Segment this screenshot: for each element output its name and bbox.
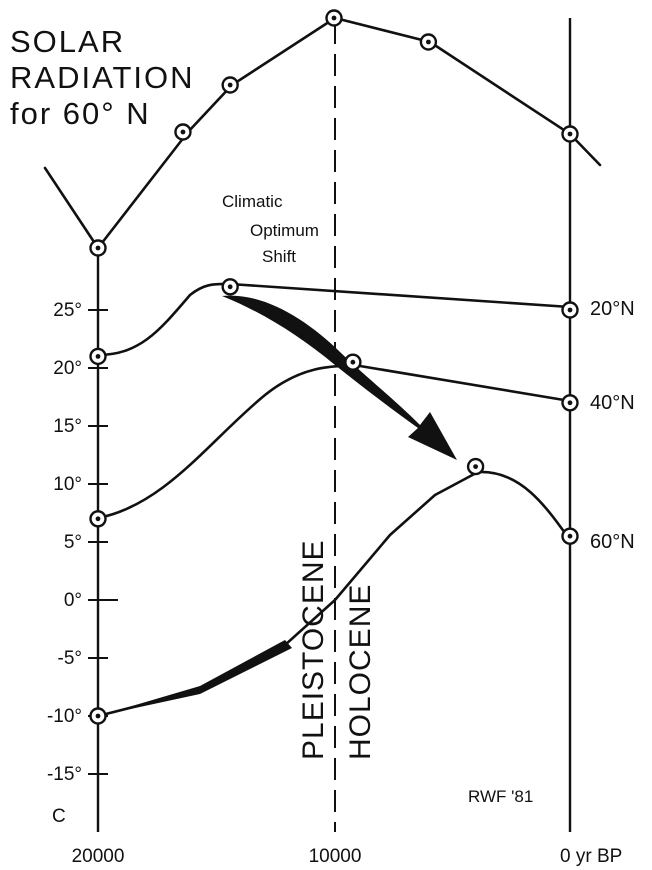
solar-point bbox=[561, 125, 579, 143]
series-point-1 bbox=[344, 353, 362, 371]
series-point-0 bbox=[221, 278, 239, 296]
y-tick-label: -15° bbox=[47, 764, 82, 785]
x-tick-label: 10000 bbox=[309, 846, 362, 867]
series-point-2 bbox=[89, 707, 107, 725]
y-tick-label: 15° bbox=[53, 416, 82, 437]
series-line-60n-thick bbox=[98, 640, 292, 716]
series-label-60n: 60°N bbox=[590, 531, 635, 553]
shift-label-1: Climatic bbox=[222, 192, 283, 211]
series-point-2 bbox=[466, 457, 485, 476]
y-unit-label: C bbox=[52, 806, 66, 827]
y-tick-label: 25° bbox=[53, 300, 82, 321]
series-line-20n bbox=[96, 282, 572, 357]
series-point-0 bbox=[561, 301, 579, 319]
chart-title-line-2: RADIATION bbox=[10, 60, 195, 95]
series-point-1 bbox=[89, 510, 107, 528]
series-point-0 bbox=[89, 347, 107, 366]
credit-label: RWF '81 bbox=[468, 787, 533, 806]
solar-point bbox=[89, 239, 107, 257]
series-point-2 bbox=[561, 527, 579, 545]
series-label-20n: 20°N bbox=[590, 298, 635, 320]
x-ticks: 20000 10000 0 yr BP bbox=[72, 846, 623, 867]
shift-label-3: Shift bbox=[262, 247, 296, 266]
solar-point bbox=[325, 9, 343, 27]
x-tick-label: 0 yr BP bbox=[560, 846, 622, 867]
holocene-label: HOLOCENE bbox=[344, 584, 377, 760]
y-tick-label: 20° bbox=[53, 358, 82, 379]
markers bbox=[89, 9, 579, 725]
shift-label-2: Optimum bbox=[250, 221, 319, 240]
chart-title-line-1: SOLAR bbox=[10, 24, 125, 59]
y-tick-label: -10° bbox=[47, 706, 82, 727]
x-tick-label: 20000 bbox=[72, 846, 125, 867]
series-label-40n: 40°N bbox=[590, 392, 635, 414]
solar-point bbox=[221, 76, 239, 94]
solar-radiation-line bbox=[43, 16, 602, 250]
y-tick-label: -5° bbox=[58, 648, 83, 669]
shift-arrow bbox=[222, 295, 457, 460]
y-tick-label: 10° bbox=[53, 474, 82, 495]
series-line-60n bbox=[96, 470, 572, 718]
pleistocene-label: PLEISTOCENE bbox=[297, 539, 330, 760]
series-point-1 bbox=[561, 394, 579, 412]
series-line-40n bbox=[96, 364, 572, 520]
solar-point bbox=[174, 123, 192, 141]
y-tick-label: 0° bbox=[64, 590, 82, 611]
chart-title-line-3: for 60° N bbox=[10, 96, 151, 131]
y-tick-label: 5° bbox=[64, 532, 82, 553]
solar-point bbox=[419, 33, 438, 51]
